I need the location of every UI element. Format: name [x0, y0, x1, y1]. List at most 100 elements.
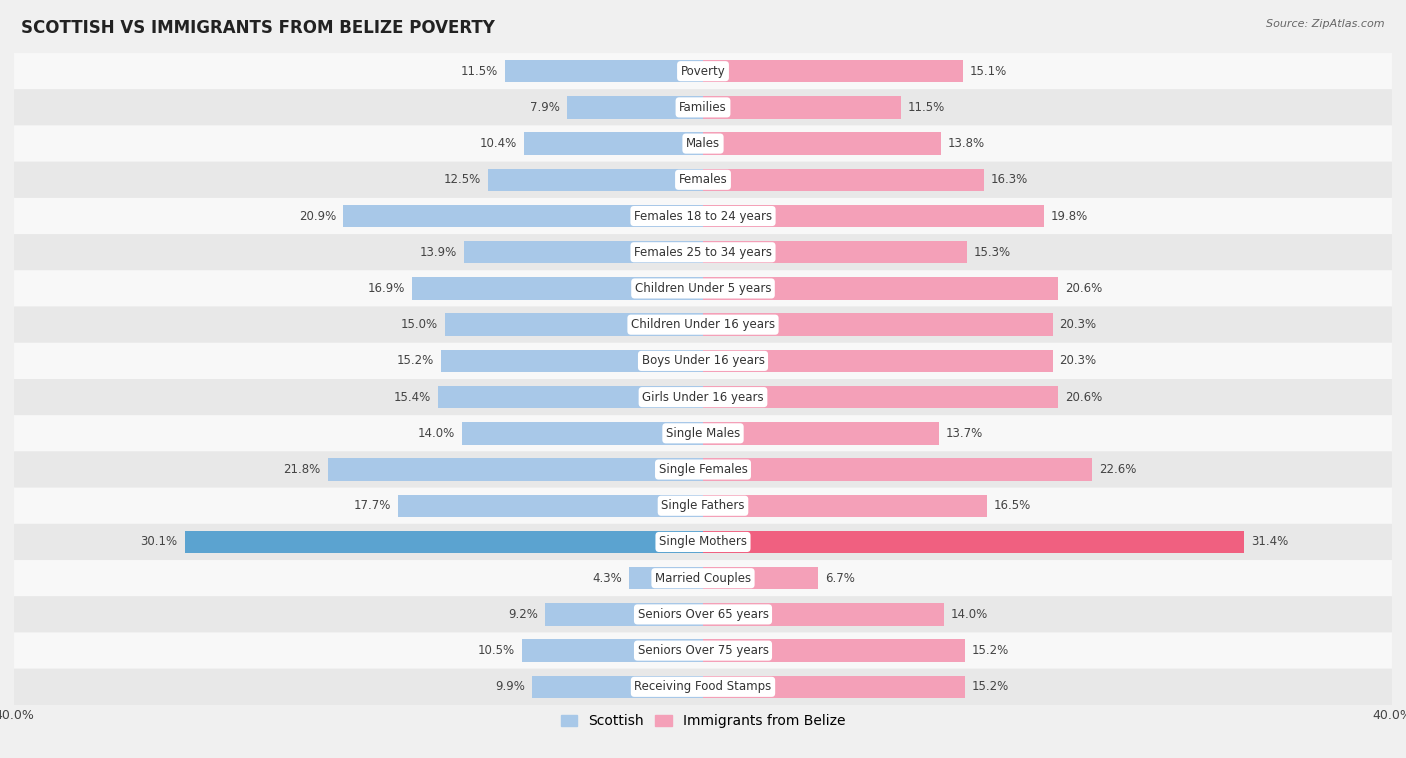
Bar [703, 314, 1053, 336]
Text: 10.5%: 10.5% [478, 644, 515, 657]
FancyBboxPatch shape [14, 560, 1392, 597]
Text: Married Couples: Married Couples [655, 572, 751, 584]
Text: Families: Families [679, 101, 727, 114]
Bar [703, 675, 965, 698]
Text: 19.8%: 19.8% [1050, 209, 1088, 223]
Text: Males: Males [686, 137, 720, 150]
Bar [703, 60, 963, 83]
Text: Boys Under 16 years: Boys Under 16 years [641, 355, 765, 368]
Text: 16.3%: 16.3% [991, 174, 1028, 186]
Bar [703, 277, 1057, 299]
FancyBboxPatch shape [14, 271, 1392, 306]
Text: 7.9%: 7.9% [530, 101, 560, 114]
Text: Children Under 5 years: Children Under 5 years [634, 282, 772, 295]
Bar [703, 459, 1092, 481]
Text: Single Males: Single Males [666, 427, 740, 440]
FancyBboxPatch shape [14, 161, 1392, 198]
FancyBboxPatch shape [14, 306, 1392, 343]
Text: 20.6%: 20.6% [1064, 282, 1102, 295]
Text: Children Under 16 years: Children Under 16 years [631, 318, 775, 331]
Bar [437, 386, 703, 409]
Text: 15.1%: 15.1% [970, 64, 1007, 77]
Text: 14.0%: 14.0% [418, 427, 456, 440]
Bar [343, 205, 703, 227]
Text: 30.1%: 30.1% [141, 535, 177, 549]
Text: 21.8%: 21.8% [284, 463, 321, 476]
FancyBboxPatch shape [14, 198, 1392, 234]
Text: 20.9%: 20.9% [299, 209, 336, 223]
Bar [703, 96, 901, 118]
FancyBboxPatch shape [14, 53, 1392, 89]
FancyBboxPatch shape [14, 669, 1392, 705]
Bar [703, 567, 818, 590]
Text: 20.3%: 20.3% [1060, 355, 1097, 368]
Text: 16.9%: 16.9% [367, 282, 405, 295]
Bar [703, 603, 945, 625]
Bar [398, 494, 703, 517]
Text: 20.3%: 20.3% [1060, 318, 1097, 331]
Text: Females 25 to 34 years: Females 25 to 34 years [634, 246, 772, 258]
Text: 16.5%: 16.5% [994, 500, 1032, 512]
Bar [533, 675, 703, 698]
FancyBboxPatch shape [14, 89, 1392, 126]
Bar [524, 133, 703, 155]
Text: 15.0%: 15.0% [401, 318, 437, 331]
Text: 15.2%: 15.2% [972, 681, 1010, 694]
Text: Single Mothers: Single Mothers [659, 535, 747, 549]
Bar [703, 422, 939, 444]
FancyBboxPatch shape [14, 452, 1392, 487]
Text: Females: Females [679, 174, 727, 186]
Bar [703, 386, 1057, 409]
Text: 13.7%: 13.7% [946, 427, 983, 440]
Text: Seniors Over 75 years: Seniors Over 75 years [637, 644, 769, 657]
Text: 13.8%: 13.8% [948, 137, 984, 150]
Legend: Scottish, Immigrants from Belize: Scottish, Immigrants from Belize [555, 709, 851, 734]
Text: 11.5%: 11.5% [908, 101, 945, 114]
Text: SCOTTISH VS IMMIGRANTS FROM BELIZE POVERTY: SCOTTISH VS IMMIGRANTS FROM BELIZE POVER… [21, 19, 495, 37]
Bar [412, 277, 703, 299]
Text: 11.5%: 11.5% [461, 64, 498, 77]
FancyBboxPatch shape [14, 487, 1392, 524]
Text: Single Females: Single Females [658, 463, 748, 476]
Text: 4.3%: 4.3% [592, 572, 621, 584]
Bar [703, 241, 966, 264]
Text: 15.3%: 15.3% [973, 246, 1011, 258]
Text: 9.9%: 9.9% [496, 681, 526, 694]
Bar [703, 494, 987, 517]
Text: 22.6%: 22.6% [1099, 463, 1136, 476]
Bar [444, 314, 703, 336]
Bar [522, 640, 703, 662]
Text: Seniors Over 65 years: Seniors Over 65 years [637, 608, 769, 621]
Text: 17.7%: 17.7% [354, 500, 391, 512]
Text: Girls Under 16 years: Girls Under 16 years [643, 390, 763, 403]
Bar [703, 133, 941, 155]
Bar [184, 531, 703, 553]
Text: 15.4%: 15.4% [394, 390, 430, 403]
FancyBboxPatch shape [14, 632, 1392, 669]
FancyBboxPatch shape [14, 234, 1392, 271]
Text: 14.0%: 14.0% [950, 608, 988, 621]
Text: 15.2%: 15.2% [972, 644, 1010, 657]
Text: 20.6%: 20.6% [1064, 390, 1102, 403]
Bar [703, 205, 1045, 227]
Bar [464, 241, 703, 264]
Text: Single Fathers: Single Fathers [661, 500, 745, 512]
FancyBboxPatch shape [14, 126, 1392, 161]
Text: Receiving Food Stamps: Receiving Food Stamps [634, 681, 772, 694]
Text: Poverty: Poverty [681, 64, 725, 77]
Text: 31.4%: 31.4% [1251, 535, 1288, 549]
Bar [703, 349, 1053, 372]
FancyBboxPatch shape [14, 379, 1392, 415]
Bar [328, 459, 703, 481]
FancyBboxPatch shape [14, 597, 1392, 632]
Text: Source: ZipAtlas.com: Source: ZipAtlas.com [1267, 19, 1385, 29]
Text: Females 18 to 24 years: Females 18 to 24 years [634, 209, 772, 223]
Text: 15.2%: 15.2% [396, 355, 434, 368]
Text: 6.7%: 6.7% [825, 572, 855, 584]
Bar [544, 603, 703, 625]
Bar [505, 60, 703, 83]
Text: 13.9%: 13.9% [419, 246, 457, 258]
Text: 9.2%: 9.2% [508, 608, 537, 621]
FancyBboxPatch shape [14, 524, 1392, 560]
Text: 10.4%: 10.4% [479, 137, 517, 150]
